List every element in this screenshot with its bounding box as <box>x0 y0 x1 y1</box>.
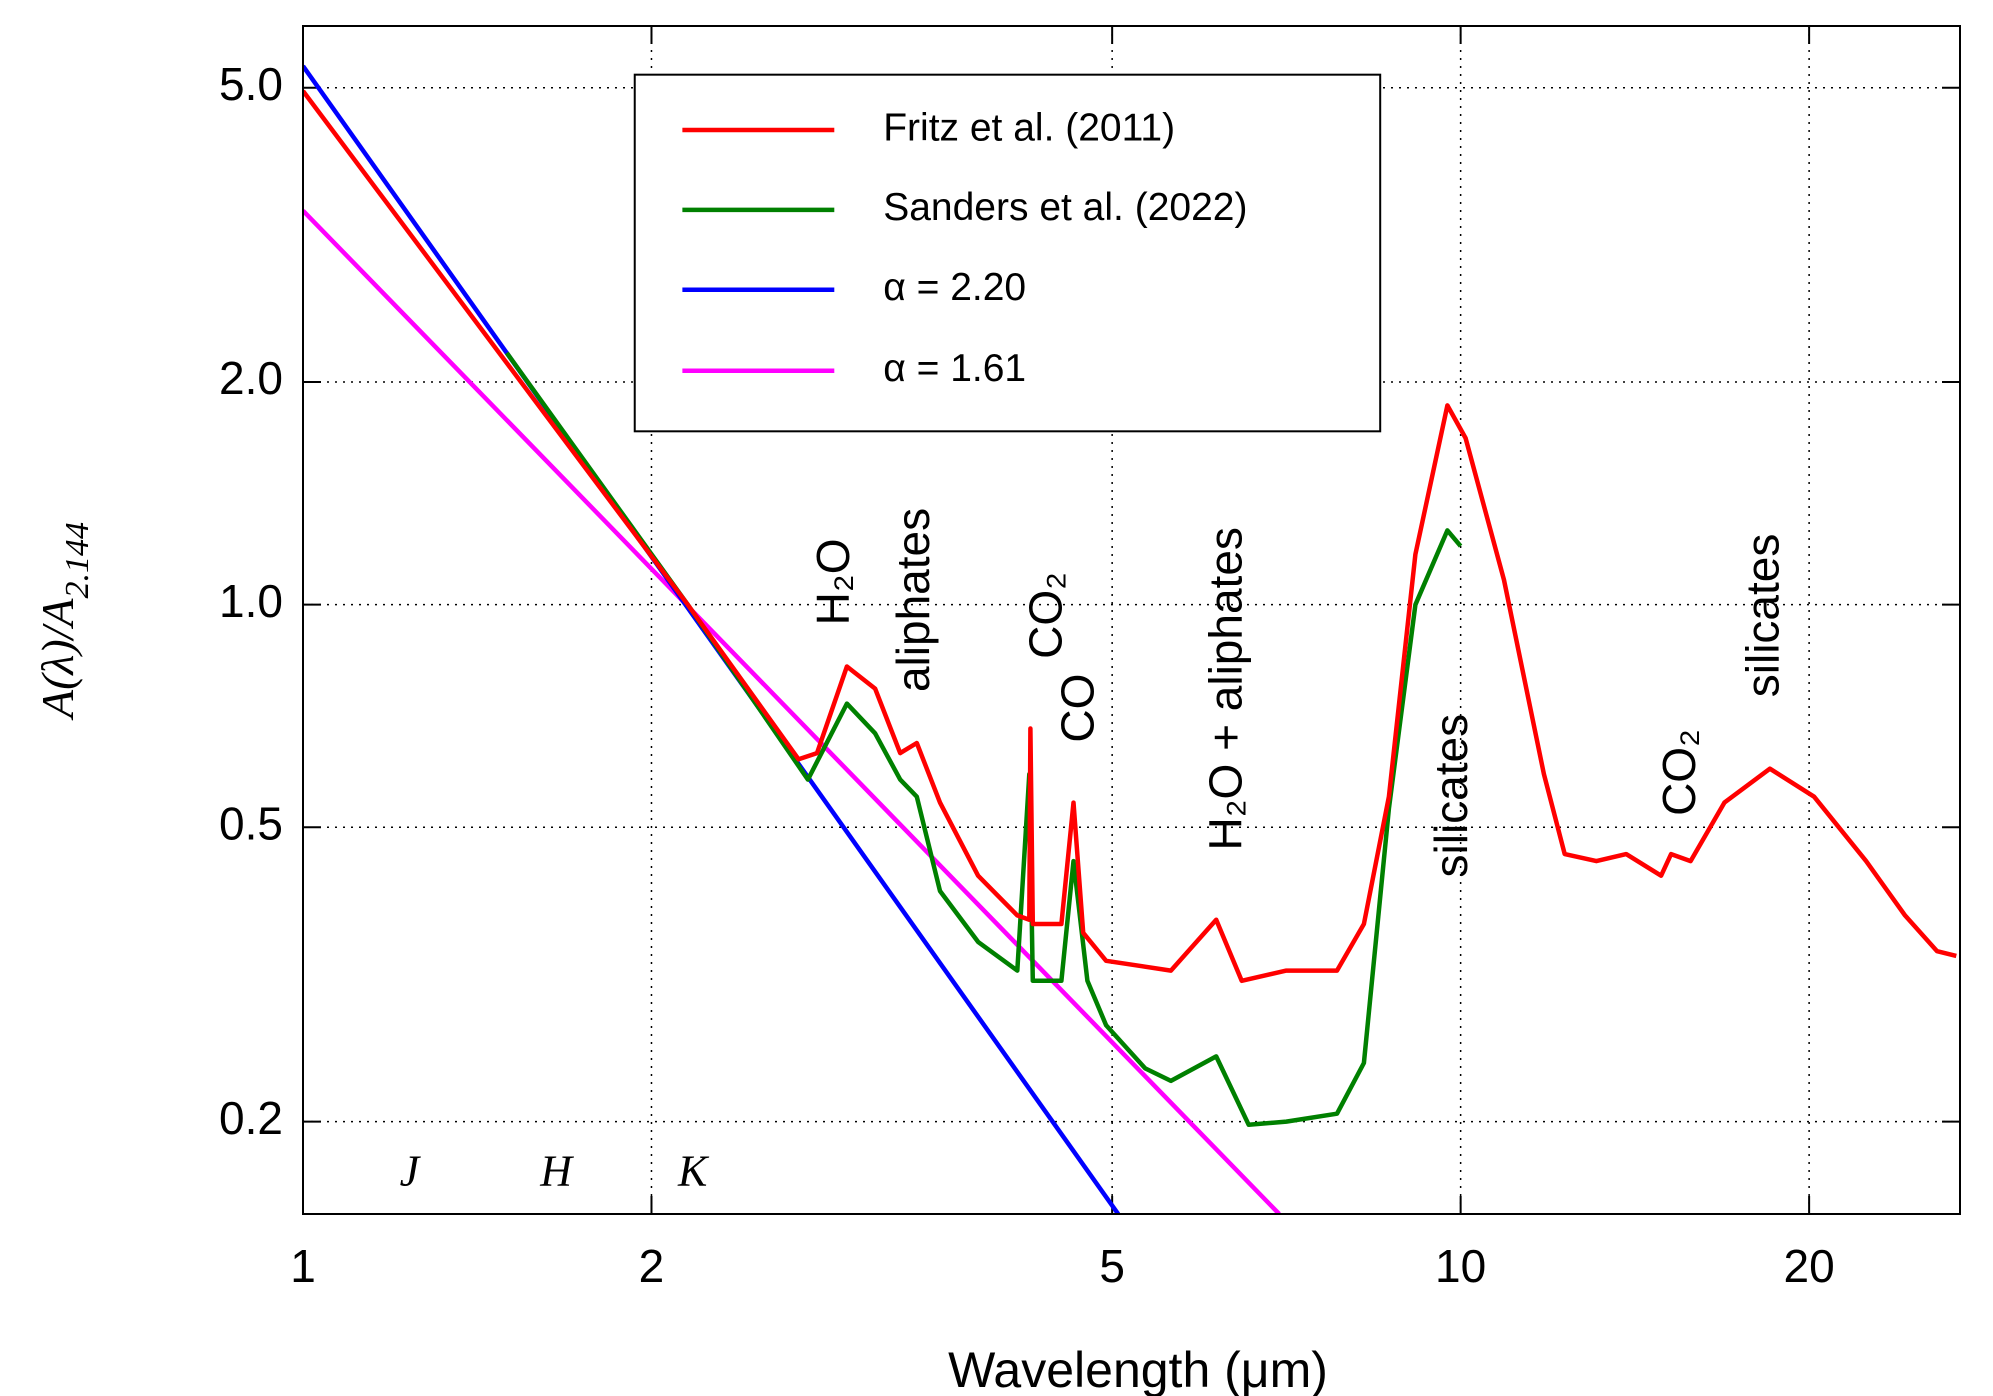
plot-frame <box>302 25 1961 1215</box>
annotation: H₂O <box>807 539 859 626</box>
x-tick-label: 1 <box>290 1240 316 1292</box>
annotation: CO₂ <box>1019 572 1071 659</box>
series-line <box>303 89 1957 984</box>
annotation: CO <box>1052 674 1104 743</box>
band-label: H <box>539 1147 574 1196</box>
y-tick-label: 1.0 <box>219 575 283 627</box>
x-tick-label: 10 <box>1435 1240 1486 1292</box>
y-axis-label-sub: 2.144 <box>59 522 96 599</box>
annotation: CO₂ <box>1653 729 1705 816</box>
x-tick-label: 5 <box>1099 1240 1125 1292</box>
annotation: silicates <box>1737 534 1789 698</box>
annotation: H₂O + aliphates <box>1200 527 1252 850</box>
y-axis-label: A(λ)/A2.144 <box>32 522 97 721</box>
x-tick-label: 20 <box>1784 1240 1835 1292</box>
y-tick-label: 0.5 <box>219 797 283 849</box>
plot-lines <box>303 64 1957 1214</box>
legend-label: α = 1.61 <box>883 347 1026 390</box>
annotation: silicates <box>1425 714 1477 878</box>
legend-label: Fritz et al. (2011) <box>883 106 1175 149</box>
legend-label: α = 2.20 <box>883 266 1026 309</box>
annotation: aliphates <box>887 508 939 692</box>
y-tick-label: 0.2 <box>219 1092 283 1144</box>
x-tick-label: 2 <box>639 1240 665 1292</box>
x-axis-label: Wavelength (μm) <box>948 1342 1328 1396</box>
y-tick-label: 5.0 <box>219 58 283 110</box>
y-axis-label-main: A(λ)/A <box>32 598 83 721</box>
series-line <box>303 209 1281 1214</box>
band-label: J <box>400 1147 422 1196</box>
band-label: K <box>677 1147 710 1196</box>
y-tick-label: 2.0 <box>219 352 283 404</box>
legend-label: Sanders et al. (2022) <box>883 186 1247 229</box>
series-line <box>504 351 1463 1128</box>
